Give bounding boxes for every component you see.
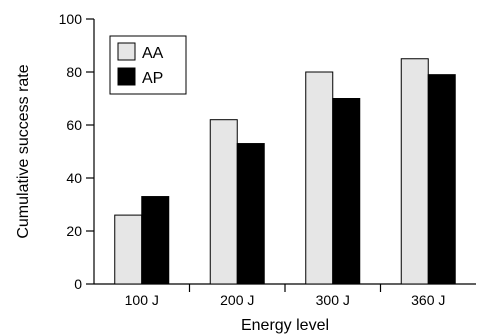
y-axis-label: Cumulative success rate: [15, 64, 32, 238]
y-tick-label: 0: [74, 276, 82, 292]
bars: [114, 58, 456, 285]
bar-ap: [141, 196, 170, 285]
legend: AA AP: [109, 35, 187, 95]
x-axis: 100 J 200 J 300 J 360 J: [94, 283, 476, 308]
legend-label-ap: AP: [142, 70, 163, 87]
bar-ap: [427, 74, 456, 285]
y-tick-label: 20: [66, 223, 82, 239]
y-axis: 0 20 40 60 80 100: [59, 11, 95, 292]
legend-label-aa: AA: [142, 45, 164, 62]
y-tick-label: 60: [66, 117, 82, 133]
legend-swatch-aa: [117, 42, 136, 61]
bar-ap: [332, 98, 361, 285]
x-tick-label: 100 J: [125, 292, 159, 308]
y-tick-label: 80: [66, 64, 82, 80]
bar-aa: [209, 119, 238, 285]
x-tick-label: 200 J: [220, 292, 254, 308]
bar-aa: [400, 58, 429, 285]
bar-ap: [236, 143, 265, 285]
x-axis-label: Energy level: [241, 317, 329, 334]
legend-swatch-ap: [117, 67, 136, 86]
x-tick-label: 300 J: [316, 292, 350, 308]
bar-aa: [114, 214, 143, 285]
y-tick-label: 40: [66, 170, 82, 186]
y-tick-label: 100: [59, 11, 83, 27]
bar-aa: [305, 71, 334, 285]
x-tick-label: 360 J: [411, 292, 445, 308]
